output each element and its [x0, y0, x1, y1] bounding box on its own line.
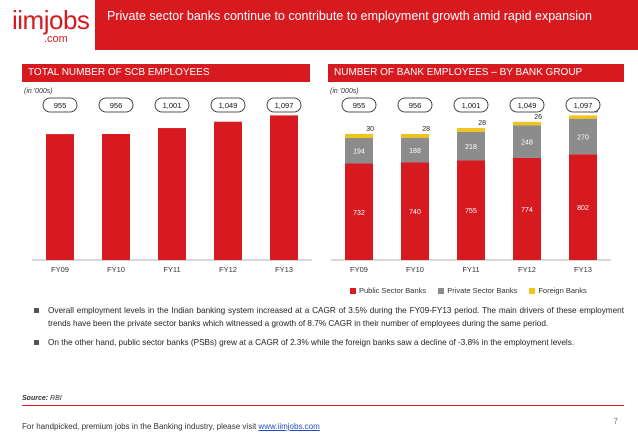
public-sector-segment: [569, 154, 597, 260]
data-label: 774: [521, 207, 533, 214]
bullet-text: Overall employment levels in the Indian …: [48, 306, 624, 328]
page-number: 7: [613, 417, 618, 426]
foreign-bank-segment: [569, 115, 597, 119]
data-label: 28: [478, 120, 486, 127]
data-label: 194: [353, 149, 365, 156]
private-sector-segment: [569, 118, 597, 155]
total-label: 1,049: [518, 101, 537, 110]
public-sector-segment: [457, 160, 485, 260]
data-label: 732: [353, 210, 365, 217]
total-badge: [565, 97, 601, 113]
data-label: 26: [534, 114, 542, 121]
legend-swatch-private: [438, 288, 445, 295]
total-badge: [154, 97, 190, 113]
total-employees-chart: 955 FY09 956 FY10 1,001 FY11 1,049 FY12 1,097 FY1…: [32, 97, 312, 274]
bar: [102, 133, 130, 260]
total-badge: [397, 97, 433, 113]
x-tick-label: FY10: [406, 265, 424, 274]
bar: [46, 134, 74, 260]
legend-swatch-public: [350, 288, 356, 295]
foreign-bank-segment: [457, 128, 485, 132]
employees-by-group-chart: 732 194 30 955 FY09 740 188 28 956 FY10 755 218 28 1,…: [331, 97, 611, 274]
data-label: 740: [409, 209, 421, 216]
total-badge: [210, 97, 246, 113]
left-unit-label: (in '000s): [24, 88, 53, 95]
right-unit-label: (in '000s): [330, 88, 359, 95]
bullet-item: On the other hand, public sector banks (…: [34, 336, 624, 349]
legend-label-private: Private Sector Banks: [447, 286, 518, 295]
total-label: 955: [54, 101, 67, 110]
footer-link[interactable]: www.iimjobs.com: [258, 422, 320, 431]
total-label: 1,001: [163, 101, 182, 110]
x-tick-label: FY12: [219, 265, 237, 274]
public-sector-segment: [513, 157, 541, 260]
total-label: 1,097: [574, 101, 593, 110]
bar: [158, 128, 186, 260]
legend-swatch-foreign: [529, 288, 536, 295]
private-sector-segment: [513, 125, 541, 158]
total-label: 1,001: [462, 101, 481, 110]
right-panel-header: NUMBER OF BANK EMPLOYEES – BY BANK GROUP: [328, 64, 624, 82]
legend-private: Private Sector Banks: [438, 286, 517, 295]
data-label: 30: [366, 126, 374, 133]
footer-divider: [22, 405, 624, 406]
legend-foreign: Foreign Banks: [529, 286, 587, 295]
bullet-square-icon: [34, 308, 39, 313]
data-label: 218: [465, 144, 477, 151]
x-tick-label: FY10: [107, 265, 125, 274]
data-label: 802: [577, 205, 589, 212]
left-panel-header: TOTAL NUMBER OF SCB EMPLOYEES: [22, 64, 310, 82]
total-badge: [42, 97, 78, 113]
foreign-bank-segment: [513, 121, 541, 126]
x-tick-label: FY09: [350, 265, 368, 274]
footer: For handpicked, premium jobs in the Bank…: [22, 422, 320, 431]
private-sector-segment: [345, 137, 373, 164]
chart-legend: Public Sector Banks Private Sector Banks…: [350, 286, 597, 295]
bullet-square-icon: [34, 340, 39, 345]
logo-sub-text: .com: [44, 33, 68, 45]
footer-text: For handpicked, premium jobs in the Bank…: [22, 422, 259, 431]
public-sector-segment: [345, 163, 373, 260]
bullet-list: Overall employment levels in the Indian …: [34, 304, 624, 355]
public-sector-segment: [401, 162, 429, 260]
bar: [270, 115, 298, 261]
source-text: RBI: [50, 395, 62, 402]
x-tick-label: FY09: [51, 265, 69, 274]
total-badge: [453, 97, 489, 113]
legend-label-public: Public Sector Banks: [359, 286, 427, 295]
total-label: 1,097: [275, 101, 294, 110]
data-label: 28: [422, 126, 430, 133]
total-badge: [341, 97, 377, 113]
page-title: Private sector banks continue to contrib…: [95, 0, 638, 50]
source-label: Source:: [22, 395, 49, 402]
bullet-text: On the other hand, public sector banks (…: [48, 338, 575, 347]
bar: [214, 121, 242, 261]
total-badge: [98, 97, 134, 113]
x-tick-label: FY11: [462, 265, 479, 274]
total-badge: [509, 97, 545, 113]
data-label: 270: [577, 134, 589, 141]
total-label: 956: [110, 101, 123, 110]
data-label: 188: [409, 148, 421, 155]
bullet-item: Overall employment levels in the Indian …: [34, 304, 624, 330]
x-tick-label: FY13: [275, 265, 293, 274]
iimjobs-logo[interactable]: iimjobs .com: [12, 6, 90, 46]
total-label: 955: [353, 101, 366, 110]
legend-public: Public Sector Banks: [350, 286, 426, 295]
data-label: 755: [465, 208, 477, 215]
data-label: 248: [521, 140, 533, 147]
legend-label-foreign: Foreign Banks: [538, 286, 587, 295]
source-note: Source: RBI: [22, 395, 62, 402]
private-sector-segment: [457, 131, 485, 161]
x-tick-label: FY11: [163, 265, 180, 274]
private-sector-segment: [401, 137, 429, 163]
x-tick-label: FY13: [574, 265, 592, 274]
total-label: 956: [409, 101, 422, 110]
total-label: 1,049: [219, 101, 238, 110]
foreign-bank-segment: [401, 133, 429, 138]
x-tick-label: FY12: [518, 265, 536, 274]
logo-main-text: iimjobs: [12, 5, 90, 35]
total-badge: [266, 97, 302, 113]
foreign-bank-segment: [345, 133, 373, 138]
